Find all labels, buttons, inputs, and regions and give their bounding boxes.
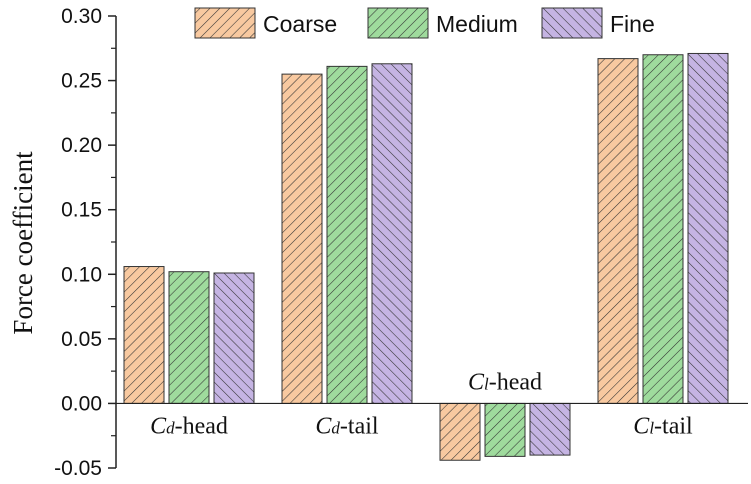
- category-label: Cl-head: [468, 369, 542, 395]
- category-labels: Cd-head Cd-tail Cl-head Cl-tail: [150, 369, 693, 439]
- bar-fine: [529, 402, 571, 456]
- legend-label: Coarse: [263, 11, 337, 37]
- y-tick-label: 0.25: [61, 70, 102, 93]
- category-label: Cd-head: [150, 413, 228, 439]
- y-tick-label: 0.30: [61, 5, 102, 28]
- bar-medium: [326, 65, 368, 404]
- legend-label: Medium: [436, 11, 518, 37]
- legend-swatch: [367, 7, 429, 39]
- legend: Coarse Medium Fine: [194, 7, 655, 39]
- bar-coarse: [439, 402, 481, 461]
- bar-fine: [687, 52, 729, 404]
- bar-medium: [168, 271, 210, 404]
- bar-series: [123, 52, 729, 461]
- bar-coarse: [597, 58, 639, 404]
- y-tick-label: 0.15: [61, 199, 102, 222]
- y-axis-tick-labels: 0.30 0.25 0.20 0.15 0.10 0.05 0.00 -0.05: [54, 5, 102, 480]
- category-label: Cd-tail: [315, 413, 378, 439]
- category-label: Cl-tail: [633, 413, 693, 439]
- y-tick-label: 0.00: [61, 392, 102, 415]
- bar-fine: [371, 63, 413, 404]
- legend-item-fine: Fine: [541, 7, 655, 39]
- y-tick-label: -0.05: [54, 457, 102, 480]
- bar-medium: [642, 54, 684, 404]
- y-tick-label: 0.10: [61, 263, 102, 286]
- y-axis-ticks: [108, 15, 116, 469]
- legend-label: Fine: [610, 11, 655, 37]
- legend-item-coarse: Coarse: [194, 7, 337, 39]
- legend-swatch: [541, 7, 603, 39]
- bar-fine: [213, 272, 255, 404]
- legend-item-medium: Medium: [367, 7, 518, 39]
- y-tick-label: 0.05: [61, 328, 102, 351]
- y-tick-label: 0.20: [61, 134, 102, 157]
- bar-medium: [484, 402, 526, 457]
- bar-coarse: [281, 73, 323, 404]
- y-axis-title: Force coefficient: [8, 151, 38, 335]
- legend-swatch: [194, 7, 256, 39]
- bar-coarse: [123, 266, 165, 404]
